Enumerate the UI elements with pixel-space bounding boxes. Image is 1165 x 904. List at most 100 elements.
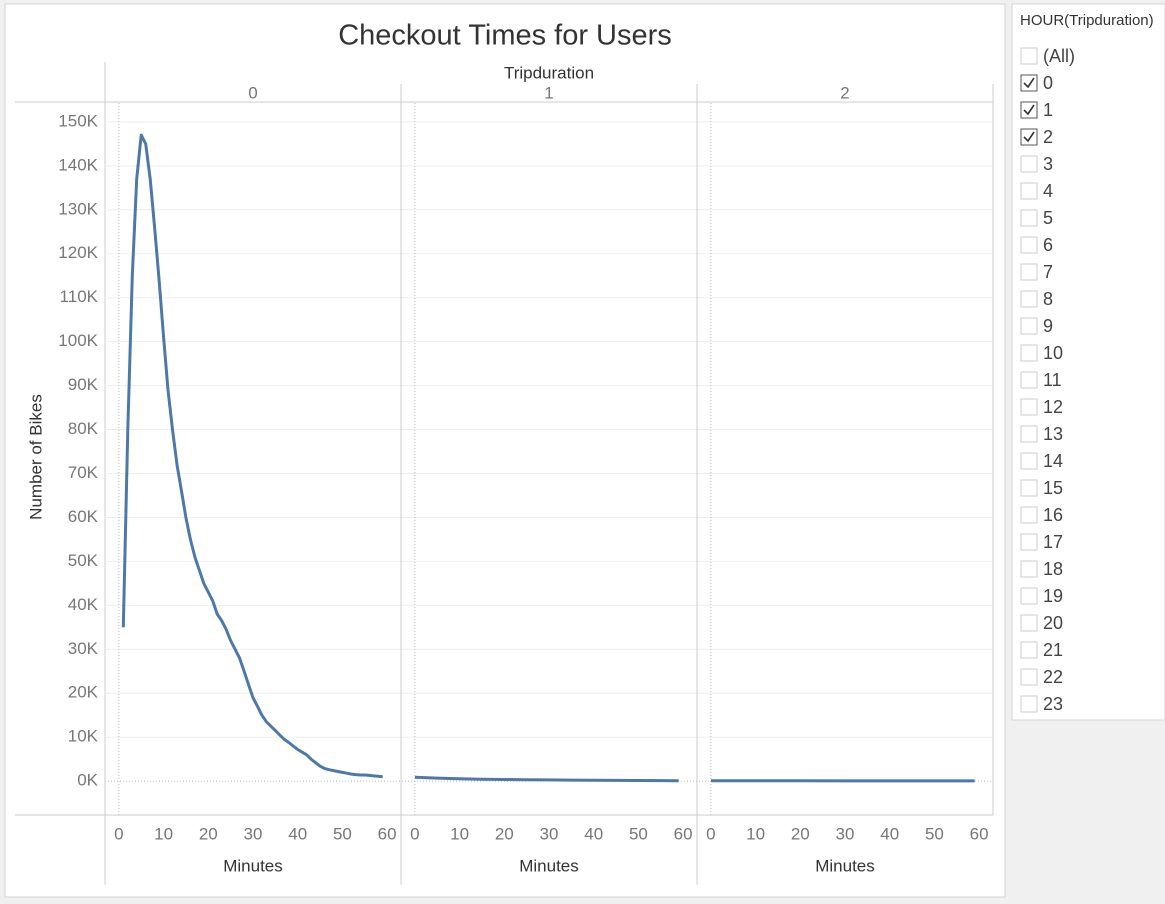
- panel-label: 2: [840, 83, 849, 102]
- y-tick-label: 90K: [68, 375, 99, 394]
- checkmark: [1023, 131, 1035, 143]
- x-tick-label: 20: [791, 824, 810, 843]
- filter-checkbox[interactable]: [1020, 236, 1038, 254]
- x-tick-label: 60: [970, 824, 989, 843]
- filter-checkbox[interactable]: [1020, 398, 1038, 416]
- x-tick-label: 30: [540, 824, 559, 843]
- filter-checkbox[interactable]: [1020, 317, 1038, 335]
- filter-checkbox[interactable]: [1020, 263, 1038, 281]
- filter-item-label[interactable]: 3: [1043, 154, 1053, 174]
- filter-checkbox[interactable]: [1020, 47, 1038, 65]
- panel-label: 1: [544, 83, 553, 102]
- filter-checkbox[interactable]: [1020, 587, 1038, 605]
- filter-checkbox[interactable]: [1020, 425, 1038, 443]
- y-tick-label: 120K: [58, 243, 98, 262]
- filter-item-label[interactable]: 22: [1043, 667, 1063, 687]
- filter-checkbox[interactable]: [1020, 533, 1038, 551]
- checkmark: [1023, 104, 1035, 116]
- filter-item-label[interactable]: 1: [1043, 100, 1053, 120]
- y-tick-label: 10K: [68, 727, 99, 746]
- filter-checkbox[interactable]: [1020, 614, 1038, 632]
- filter-checkbox[interactable]: [1020, 155, 1038, 173]
- filter-checkbox[interactable]: [1020, 668, 1038, 686]
- x-tick-label: 50: [629, 824, 648, 843]
- filter-item-label[interactable]: 16: [1043, 505, 1063, 525]
- filter-checkbox[interactable]: [1020, 560, 1038, 578]
- y-tick-label: 20K: [68, 683, 99, 702]
- y-tick-label: 40K: [68, 595, 99, 614]
- x-tick-label: 50: [925, 824, 944, 843]
- filter-title: HOUR(Tripduration): [1020, 12, 1154, 29]
- filter-item-label[interactable]: 14: [1043, 451, 1063, 471]
- filter-item-label[interactable]: 13: [1043, 424, 1063, 444]
- filter-checkbox[interactable]: [1020, 182, 1038, 200]
- x-tick-label: 20: [495, 824, 514, 843]
- y-tick-label: 0K: [77, 771, 98, 790]
- filter-checkbox[interactable]: [1020, 371, 1038, 389]
- chart-frame: [4, 3, 1006, 898]
- filter-checkbox[interactable]: [1020, 695, 1038, 713]
- filter-checkbox[interactable]: [1020, 128, 1038, 146]
- x-tick-label: 10: [450, 824, 469, 843]
- filter-item-label[interactable]: 2: [1043, 127, 1053, 147]
- filter-item-label[interactable]: 21: [1043, 640, 1063, 660]
- filter-item-label[interactable]: 23: [1043, 694, 1063, 714]
- y-tick-label: 70K: [68, 463, 99, 482]
- filter-item-label[interactable]: 17: [1043, 532, 1063, 552]
- filter-item-label[interactable]: 8: [1043, 289, 1053, 309]
- filter-checkbox[interactable]: [1020, 74, 1038, 92]
- y-tick-label: 80K: [68, 419, 99, 438]
- filter-checkbox[interactable]: [1020, 506, 1038, 524]
- x-tick-label: 0: [706, 824, 715, 843]
- filter-item-label[interactable]: 7: [1043, 262, 1053, 282]
- checkmark: [1023, 77, 1035, 89]
- x-tick-label: 40: [584, 824, 603, 843]
- y-tick-label: 150K: [58, 111, 98, 130]
- filter-item-label[interactable]: 15: [1043, 478, 1063, 498]
- x-tick-label: 40: [288, 824, 307, 843]
- facet-label: Tripduration: [504, 63, 594, 82]
- x-tick-label: 60: [378, 824, 397, 843]
- x-tick-label: 0: [114, 824, 123, 843]
- filter-checkbox[interactable]: [1020, 290, 1038, 308]
- filter-item-label[interactable]: 0: [1043, 73, 1053, 93]
- filter-item-label[interactable]: 12: [1043, 397, 1063, 417]
- panel-label: 0: [248, 83, 257, 102]
- x-tick-label: 60: [674, 824, 693, 843]
- filter-item-label[interactable]: 20: [1043, 613, 1063, 633]
- y-axis-label: Number of Bikes: [26, 394, 45, 520]
- filter-checkbox[interactable]: [1020, 452, 1038, 470]
- filter-item-label[interactable]: 10: [1043, 343, 1063, 363]
- x-axis-label: Minutes: [519, 856, 579, 875]
- filter-item-label[interactable]: 5: [1043, 208, 1053, 228]
- y-tick-label: 50K: [68, 551, 99, 570]
- filter-item-label[interactable]: (All): [1043, 46, 1075, 66]
- x-axis-label: Minutes: [815, 856, 875, 875]
- x-tick-label: 20: [199, 824, 218, 843]
- y-tick-label: 130K: [58, 199, 98, 218]
- filter-item-label[interactable]: 18: [1043, 559, 1063, 579]
- x-tick-label: 50: [333, 824, 352, 843]
- y-tick-label: 30K: [68, 639, 99, 658]
- filter-item-label[interactable]: 11: [1043, 370, 1062, 390]
- x-tick-label: 30: [836, 824, 855, 843]
- filter-checkbox[interactable]: [1020, 101, 1038, 119]
- filter-item-label[interactable]: 4: [1043, 181, 1053, 201]
- y-tick-label: 60K: [68, 507, 99, 526]
- filter-item-label[interactable]: 6: [1043, 235, 1053, 255]
- data-line: [121, 133, 383, 779]
- filter-checkbox[interactable]: [1020, 641, 1038, 659]
- y-tick-label: 100K: [58, 331, 98, 350]
- x-tick-label: 40: [880, 824, 899, 843]
- filter-checkbox[interactable]: [1020, 344, 1038, 362]
- filter-item-label[interactable]: 9: [1043, 316, 1053, 336]
- chart-title: Checkout Times for Users: [338, 20, 672, 52]
- filter-checkbox[interactable]: [1020, 479, 1038, 497]
- filter-checkbox[interactable]: [1020, 209, 1038, 227]
- filter-item-label[interactable]: 19: [1043, 586, 1063, 606]
- x-tick-label: 0: [410, 824, 419, 843]
- y-tick-label: 110K: [60, 287, 99, 306]
- x-tick-label: 10: [746, 824, 765, 843]
